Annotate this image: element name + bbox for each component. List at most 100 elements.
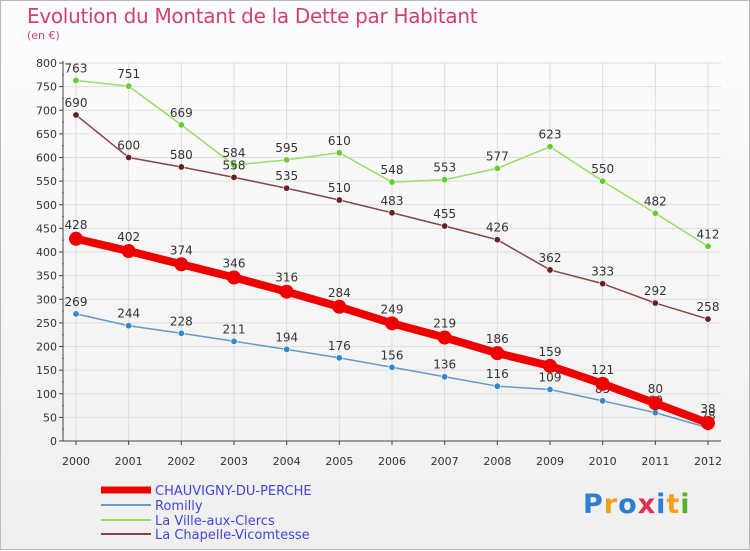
data-label: 548 bbox=[381, 163, 404, 177]
data-point bbox=[227, 270, 241, 285]
x-tick-label: 2011 bbox=[641, 455, 669, 468]
data-label: 595 bbox=[275, 141, 298, 155]
data-point bbox=[283, 184, 291, 192]
data-label: 333 bbox=[591, 265, 614, 279]
y-tick-label: 650 bbox=[36, 128, 57, 141]
data-label: 136 bbox=[433, 358, 456, 372]
data-point bbox=[441, 176, 449, 184]
data-point bbox=[651, 299, 659, 307]
data-point bbox=[493, 164, 501, 172]
data-point bbox=[546, 385, 554, 393]
data-point bbox=[121, 244, 136, 259]
data-label: 269 bbox=[65, 295, 88, 309]
x-tick-label: 2012 bbox=[694, 455, 722, 468]
data-point bbox=[546, 143, 554, 151]
data-label: 412 bbox=[697, 227, 720, 241]
y-tick-label: 750 bbox=[36, 81, 57, 94]
data-point bbox=[72, 111, 80, 119]
x-tick-label: 2003 bbox=[220, 455, 248, 468]
data-label: 690 bbox=[65, 96, 88, 110]
data-label: 258 bbox=[697, 300, 720, 314]
x-tick-label: 2007 bbox=[431, 455, 459, 468]
legend-label: La Chapelle-Vicomtesse bbox=[155, 528, 310, 543]
y-tick-label: 500 bbox=[36, 199, 57, 212]
data-point bbox=[437, 330, 452, 345]
data-point bbox=[332, 299, 347, 314]
data-label: 482 bbox=[644, 194, 667, 208]
x-tick-label: 2002 bbox=[167, 455, 195, 468]
x-tick-label: 2010 bbox=[589, 455, 617, 468]
data-label: 600 bbox=[117, 139, 140, 153]
x-tick-label: 2004 bbox=[273, 455, 301, 468]
data-point bbox=[72, 310, 80, 318]
chart-title: Evolution du Montant de la Dette par Hab… bbox=[27, 4, 478, 28]
data-label: 402 bbox=[117, 230, 140, 244]
data-point bbox=[441, 373, 449, 381]
data-label: 186 bbox=[486, 332, 509, 346]
data-point bbox=[388, 209, 396, 217]
chart-unit-label: (en €) bbox=[27, 29, 60, 42]
y-tick-label: 800 bbox=[36, 57, 57, 70]
data-label: 623 bbox=[539, 128, 562, 142]
data-point bbox=[72, 76, 80, 84]
data-label: 116 bbox=[486, 367, 509, 381]
data-point bbox=[174, 257, 189, 272]
data-label: 159 bbox=[539, 345, 562, 359]
data-label: 211 bbox=[223, 322, 246, 336]
y-tick-label: 600 bbox=[36, 152, 57, 165]
data-point bbox=[651, 209, 659, 217]
y-tick-label: 200 bbox=[36, 341, 57, 354]
x-tick-label: 2000 bbox=[62, 455, 90, 468]
data-point bbox=[279, 284, 294, 299]
data-label: 763 bbox=[65, 61, 88, 75]
data-point bbox=[441, 222, 449, 230]
data-point bbox=[704, 242, 712, 250]
data-label: 362 bbox=[539, 251, 562, 265]
data-point bbox=[335, 149, 343, 157]
x-tick-label: 2006 bbox=[378, 455, 406, 468]
data-label: 244 bbox=[117, 307, 140, 321]
y-tick-label: 150 bbox=[36, 364, 57, 377]
data-point bbox=[388, 178, 396, 186]
y-tick-label: 700 bbox=[36, 104, 57, 117]
data-label: 577 bbox=[486, 149, 509, 163]
y-tick-label: 350 bbox=[36, 270, 57, 283]
data-label: 535 bbox=[275, 169, 298, 183]
data-point bbox=[230, 161, 238, 169]
data-label: 219 bbox=[433, 317, 456, 331]
data-point bbox=[125, 82, 133, 90]
y-tick-label: 550 bbox=[36, 175, 57, 188]
data-label: 228 bbox=[170, 314, 193, 328]
data-point bbox=[177, 121, 185, 129]
data-point bbox=[230, 173, 238, 181]
y-tick-label: 300 bbox=[36, 293, 57, 306]
x-tick-label: 2009 bbox=[536, 455, 564, 468]
data-point bbox=[704, 315, 712, 323]
y-tick-label: 450 bbox=[36, 222, 57, 235]
data-point bbox=[125, 322, 133, 330]
data-point bbox=[490, 346, 505, 361]
data-point bbox=[701, 416, 715, 431]
x-tick-label: 2005 bbox=[325, 455, 353, 468]
data-point bbox=[283, 345, 291, 353]
y-tick-label: 250 bbox=[36, 317, 57, 330]
legend-label: La Ville-aux-Clercs bbox=[155, 514, 275, 529]
data-label: 249 bbox=[381, 302, 404, 316]
data-label: 156 bbox=[381, 348, 404, 362]
data-label: 550 bbox=[591, 162, 614, 176]
data-label: 428 bbox=[65, 218, 88, 232]
data-label: 558 bbox=[223, 158, 246, 172]
data-point bbox=[177, 329, 185, 337]
data-point bbox=[599, 177, 607, 185]
proxiti-logo: Proxiti bbox=[583, 489, 691, 520]
x-tick-label: 2001 bbox=[115, 455, 143, 468]
data-point bbox=[595, 376, 610, 391]
data-label: 510 bbox=[328, 181, 351, 195]
data-point bbox=[388, 363, 396, 371]
data-point bbox=[493, 382, 501, 390]
data-label: 316 bbox=[275, 271, 298, 285]
data-label: 121 bbox=[591, 363, 614, 377]
data-point bbox=[335, 196, 343, 204]
